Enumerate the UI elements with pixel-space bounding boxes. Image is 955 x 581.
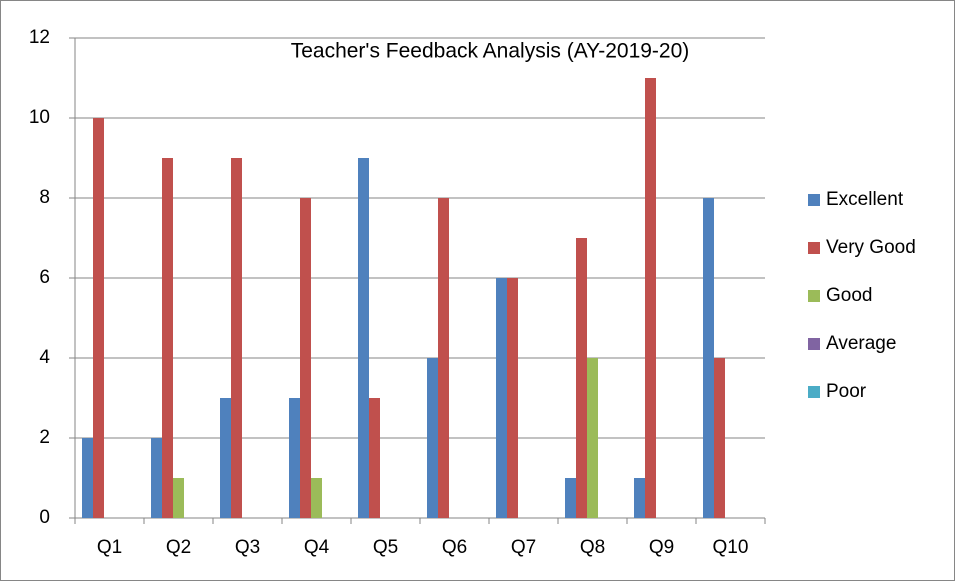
x-tick-label: Q4: [304, 537, 330, 558]
bar: [358, 158, 369, 518]
y-tick-label: 4: [39, 347, 50, 368]
y-tick-label: 0: [39, 507, 50, 528]
chart-title: Teacher's Feedback Analysis (AY-2019-20): [291, 40, 690, 63]
x-tick-label: Q6: [442, 537, 467, 558]
bar: [93, 118, 104, 518]
x-tick-label: Q9: [649, 537, 674, 558]
bar: [173, 478, 184, 518]
legend-label: Average: [826, 333, 896, 354]
bar: [714, 358, 725, 518]
bar: [576, 238, 587, 518]
legend-swatch: [808, 338, 820, 350]
legend-label: Very Good: [826, 237, 916, 258]
x-tick-label: Q8: [580, 537, 605, 558]
x-tick-label: Q10: [713, 537, 749, 558]
legend-swatch: [808, 242, 820, 254]
bar: [162, 158, 173, 518]
y-tick-label: 8: [39, 187, 50, 208]
x-tick-label: Q1: [97, 537, 122, 558]
legend-swatch: [808, 194, 820, 206]
y-tick-label: 10: [29, 107, 50, 128]
bar: [151, 438, 162, 518]
x-tick-label: Q5: [373, 537, 398, 558]
bar: [289, 398, 300, 518]
bar: [231, 158, 242, 518]
bar: [438, 198, 449, 518]
bar: [634, 478, 645, 518]
bar: [587, 358, 598, 518]
y-tick-label: 6: [39, 267, 50, 288]
legend-swatch: [808, 386, 820, 398]
y-tick-label: 2: [39, 427, 50, 448]
bar: [496, 278, 507, 518]
bar: [82, 438, 93, 518]
bar: [311, 478, 322, 518]
x-tick-label: Q2: [166, 537, 191, 558]
legend-label: Excellent: [826, 189, 904, 210]
x-tick-label: Q3: [235, 537, 260, 558]
bar: [369, 398, 380, 518]
bar: [645, 78, 656, 518]
bar: [220, 398, 231, 518]
bar: [300, 198, 311, 518]
legend-swatch: [808, 290, 820, 302]
legend-label: Good: [826, 285, 872, 306]
bar: [703, 198, 714, 518]
bar: [427, 358, 438, 518]
x-tick-label: Q7: [511, 537, 536, 558]
y-tick-label: 12: [29, 27, 50, 48]
bar: [507, 278, 518, 518]
bar: [565, 478, 576, 518]
legend-label: Poor: [826, 381, 867, 402]
